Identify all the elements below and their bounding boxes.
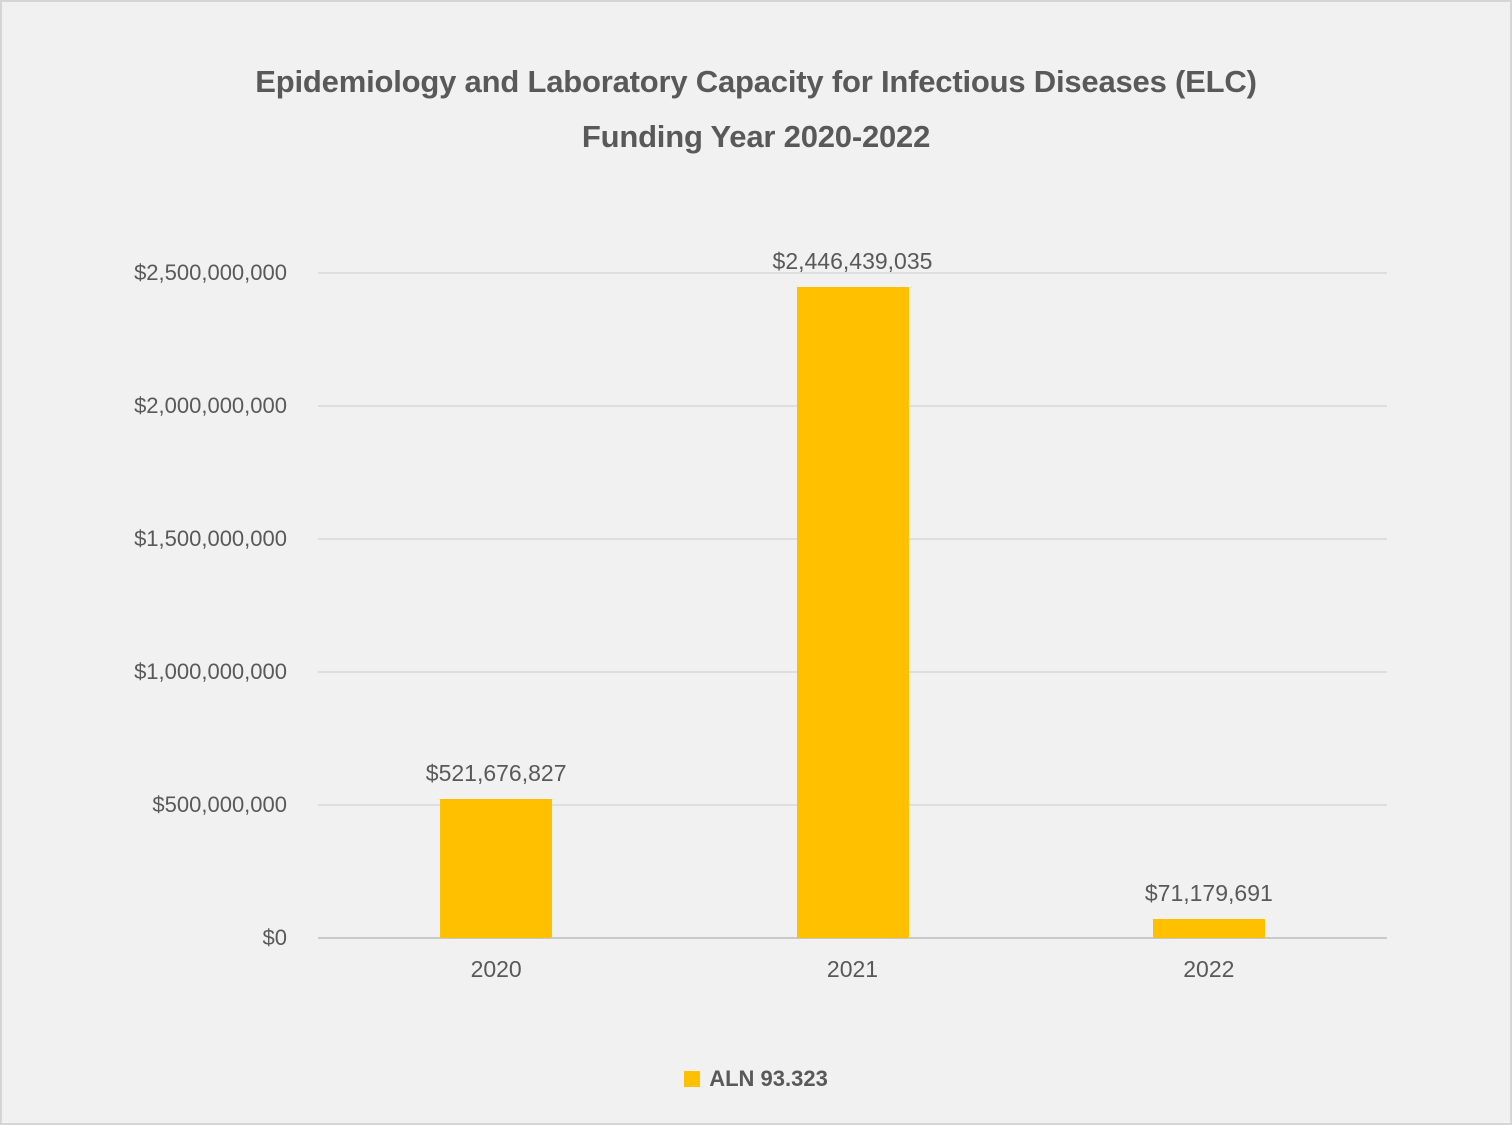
y-tick-label: $0	[262, 925, 287, 950]
y-tick-label: $1,500,000,000	[134, 526, 287, 551]
bar-2020	[440, 799, 553, 938]
bar-value-label-2021: $2,446,439,035	[772, 248, 933, 275]
y-tick-label: $2,000,000,000	[134, 393, 287, 418]
x-tick-label-2022: 2022	[1183, 956, 1235, 982]
legend-swatch	[684, 1071, 701, 1087]
gridline	[318, 272, 1387, 274]
bar-value-label-2022: $71,179,691	[1144, 880, 1273, 907]
chart-title: Epidemiology and Laboratory Capacity for…	[2, 54, 1510, 164]
x-tick-label-2021: 2021	[826, 956, 879, 982]
bar-2021	[796, 287, 909, 938]
y-tick-label: $2,500,000,000	[134, 260, 287, 285]
legend-label: ALN 93.323	[709, 1066, 828, 1091]
chart-title-line-2: Funding Year 2020-2022	[581, 119, 931, 154]
y-tick-label: $1,000,000,000	[134, 659, 287, 684]
bar-2022	[1152, 919, 1265, 938]
y-tick-label: $500,000,000	[152, 792, 287, 817]
x-tick-label-2020: 2020	[470, 956, 522, 982]
chart-title-line-1: Epidemiology and Laboratory Capacity for…	[255, 64, 1257, 99]
bar-value-label-2020: $521,676,827	[425, 760, 567, 787]
x-axis-line	[318, 937, 1387, 939]
plot-area: $521,676,827 $2,446,439,035 $71,179,691	[318, 248, 1387, 939]
legend: ALN 93.323	[2, 1066, 1510, 1092]
